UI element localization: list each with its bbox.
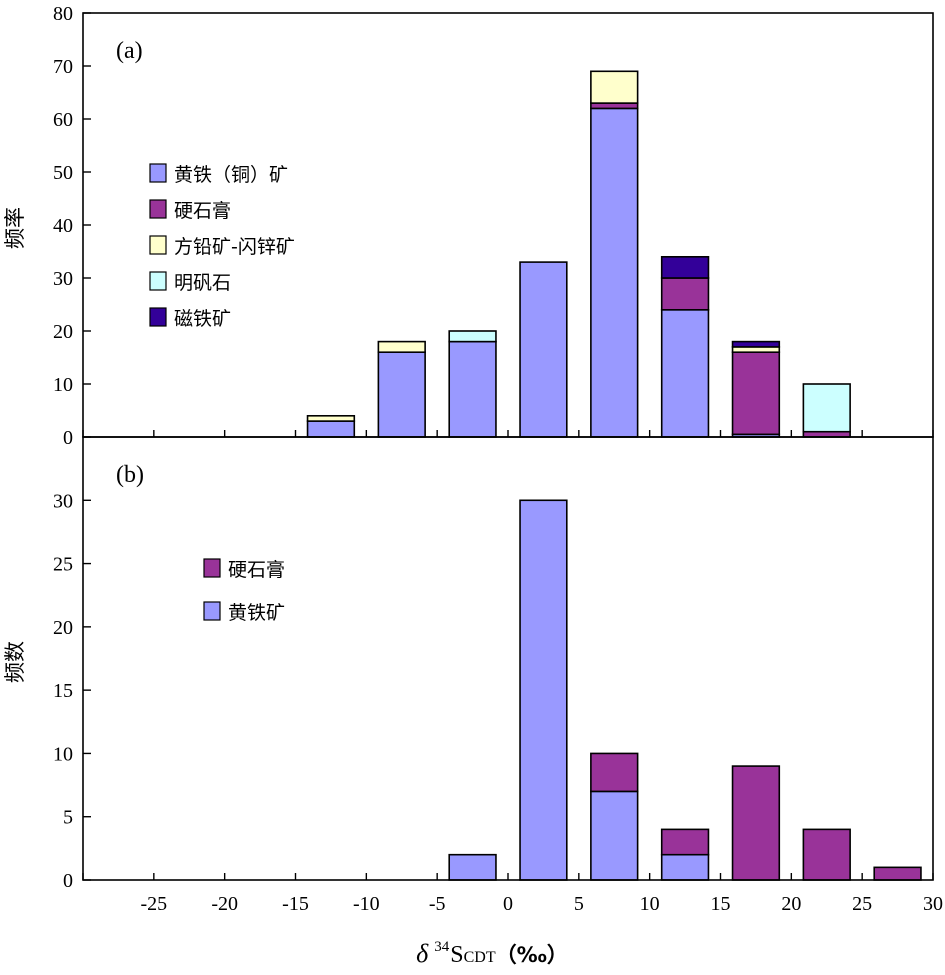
y-tick-label: 40	[53, 215, 73, 237]
bar-segment-anhydrite	[873, 866, 922, 881]
x-tick-label: 30	[923, 893, 943, 915]
y-tick-label: 60	[53, 109, 73, 131]
legend-label-anhydrite: 硬石膏	[174, 199, 231, 222]
legend-label-alunite: 明矾石	[174, 272, 231, 294]
y-tick-label: 20	[53, 321, 73, 343]
x-tick-label: 5	[574, 893, 584, 915]
bar-segment-pyrite	[660, 853, 710, 881]
y-tick-label: 70	[53, 56, 73, 78]
y-tick-label: 80	[53, 3, 73, 25]
y-tick-label: 10	[53, 374, 73, 396]
y-tick-label: 0	[63, 427, 73, 449]
x-tick-label: 25	[852, 893, 872, 915]
bar-segment-galena	[306, 414, 356, 422]
panel-a-y-ticks: 0 10 20 30 40 50 60 70 80	[53, 3, 934, 449]
bar-segment-pyrite	[448, 340, 497, 438]
x-tick-label: -20	[211, 893, 238, 915]
x-axis-label: δ 34SCDT（‰）	[416, 939, 568, 968]
x-tick-label: 20	[781, 893, 801, 915]
x-tick-label: 10	[640, 893, 660, 915]
y-tick-label: 25	[53, 554, 73, 576]
x-label-s: S	[450, 942, 463, 968]
bar-segment-alunite	[448, 330, 497, 343]
y-tick-label: 30	[53, 490, 73, 512]
bar-segment-pyrite	[590, 107, 639, 438]
panel-b-label: (b)	[116, 462, 144, 488]
bar-segment-anhydrite	[660, 828, 710, 856]
y-tick-label: 20	[53, 617, 73, 639]
bar-segment-magnetite	[660, 255, 710, 279]
bar-segment-pyrite	[306, 420, 356, 438]
legend-swatch-pyrite	[203, 601, 221, 621]
legend-swatch-anhydrite	[203, 558, 221, 578]
y-tick-label: 5	[63, 807, 73, 829]
legend-label-pyrite: 黄铁（铜）矿	[174, 164, 288, 186]
bar-segment-pyrite	[660, 308, 710, 438]
x-label-unit: （‰）	[496, 943, 568, 967]
panel-a-bars	[306, 70, 851, 438]
bar-segment-anhydrite	[731, 765, 781, 881]
panel-a: 0 10 20 30 40 50 60 70 80 (a) 频率 黄铁（铜）矿硬石膏方铅矿-闪锌…	[3, 3, 934, 449]
panel-b-y-ticks: 0 5 10 15 20 25 30	[53, 490, 934, 892]
x-tick-label: -5	[429, 893, 446, 915]
x-axis-ticks: -25 -20 -15 -10 -5 0 5 10 15 20 25 30	[140, 893, 943, 915]
bar-segment-pyrite	[448, 853, 497, 881]
bar-segment-anhydrite	[802, 828, 851, 881]
legend-label-magnetite: 磁铁矿	[174, 308, 231, 330]
x-tick-label: -25	[140, 893, 167, 915]
y-tick-label: 15	[53, 680, 73, 702]
y-tick-label: 0	[63, 870, 73, 892]
x-tick-label: 15	[711, 893, 731, 915]
bar-segment-anhydrite	[731, 351, 781, 436]
bar-segment-magnetite	[731, 340, 781, 348]
legend-swatch-galena	[149, 235, 167, 255]
legend-swatch-pyrite	[149, 163, 167, 183]
legend-label-galena: 方铅矿-闪锌矿	[174, 236, 295, 258]
bar-segment-pyrite	[590, 790, 639, 881]
bar-segment-galena	[377, 340, 426, 354]
legend-swatch-alunite	[149, 271, 167, 291]
bar-segment-anhydrite	[660, 277, 710, 311]
x-tick-label: 0	[503, 893, 513, 915]
legend-swatch-magnetite	[149, 307, 167, 327]
panel-a-label: (a)	[116, 38, 143, 64]
legend-swatch-anhydrite	[149, 199, 167, 219]
x-label-delta: δ	[416, 939, 429, 968]
legend-label-pyrite: 黄铁矿	[228, 602, 285, 624]
bar-segment-alunite	[802, 383, 851, 433]
bar-segment-pyrite	[377, 351, 426, 438]
x-tick-label: -10	[353, 893, 380, 915]
legend-label-anhydrite: 硬石膏	[228, 558, 285, 581]
x-label-sup: 34	[434, 939, 450, 955]
y-tick-label: 30	[53, 268, 73, 290]
x-tick-label: -15	[282, 893, 309, 915]
panel-b-bars	[448, 499, 922, 881]
y-tick-label: 50	[53, 162, 73, 184]
bar-segment-galena	[590, 70, 639, 104]
y-tick-label: 10	[53, 743, 73, 765]
panel-a-ylabel: 频率	[3, 207, 27, 249]
bar-segment-pyrite	[519, 261, 568, 438]
bar-segment-pyrite	[519, 499, 568, 881]
bar-segment-anhydrite	[590, 752, 639, 793]
panel-b-ylabel: 频数	[3, 641, 27, 683]
x-label-sub: CDT	[464, 949, 496, 966]
